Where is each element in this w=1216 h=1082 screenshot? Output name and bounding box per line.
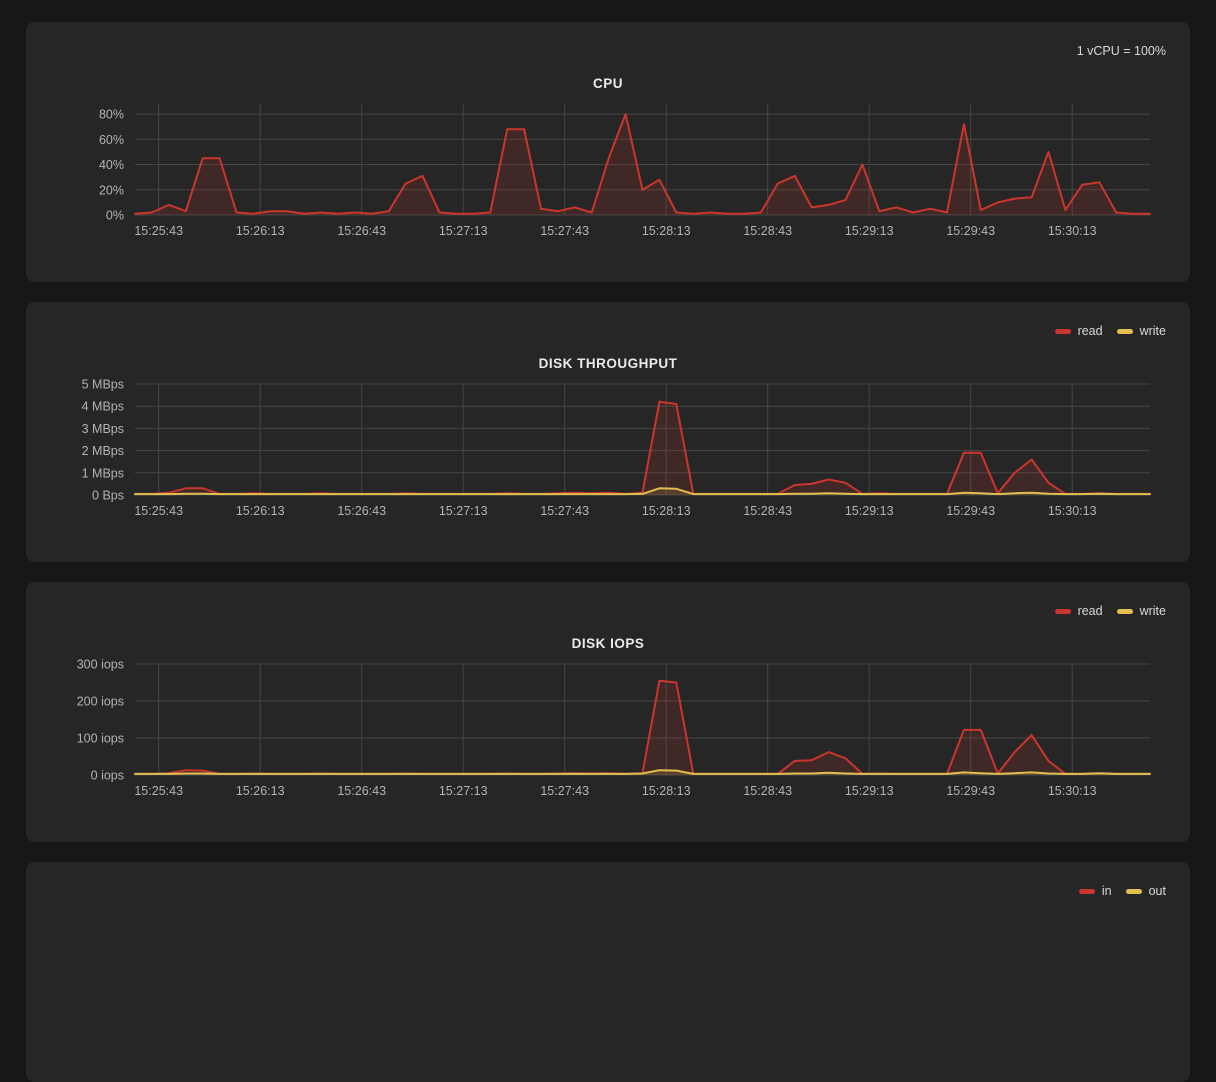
legend-item-read[interactable]: read xyxy=(1054,324,1103,338)
y-axis-label: 1 MBps xyxy=(82,466,124,480)
x-axis-label: 15:26:13 xyxy=(236,504,285,518)
cpu-plot: 15:25:43 15:26:13 15:26:43 15:27:13 15:27:43… xyxy=(99,104,1151,238)
x-axis-label: 15:28:13 xyxy=(642,784,691,798)
disk-iops-plot: 15:25:43 15:26:13 15:26:43 15:27:13 15:27:43… xyxy=(77,658,1151,798)
x-axis-label: 15:27:13 xyxy=(439,784,488,798)
y-axis-label: 5 MBps xyxy=(82,378,124,392)
x-axis-label: 15:29:43 xyxy=(946,504,995,518)
x-axis-label: 15:30:13 xyxy=(1048,504,1097,518)
series-line-write xyxy=(134,769,1151,775)
legend-item-read[interactable]: read xyxy=(1054,604,1103,618)
legend-swatch-write xyxy=(1116,328,1133,334)
network-legend: in out xyxy=(1078,884,1166,898)
y-axis-label: 60% xyxy=(99,133,124,147)
y-axis-label: 0 iops xyxy=(91,769,124,783)
series-area-read xyxy=(135,680,1150,775)
legend-label-out: out xyxy=(1148,884,1166,898)
x-axis-label: 15:29:13 xyxy=(845,224,894,238)
legend-label-read: read xyxy=(1077,604,1103,618)
legend-item-write[interactable]: write xyxy=(1116,604,1166,618)
disk-throughput-legend: read write xyxy=(1054,324,1166,338)
legend-item-in[interactable]: in xyxy=(1078,884,1112,898)
x-axis-label: 15:28:43 xyxy=(743,784,792,798)
y-axis-label: 2 MBps xyxy=(82,444,124,458)
x-axis-label: 15:29:13 xyxy=(845,504,894,518)
y-axis-label: 4 MBps xyxy=(82,400,124,414)
cpu-chart-title: CPU xyxy=(592,76,623,91)
disk-iops-chart-title: DISK IOPS xyxy=(571,636,645,651)
disk-iops-panel: read write DISK IOPS 15:25:43 15:26:13 15:2… xyxy=(26,582,1190,842)
disk-throughput-panel: read write DISK THROUGHPUT 15:25:43 15:26:… xyxy=(26,302,1190,562)
x-axis-label: 15:25:43 xyxy=(134,504,183,518)
disk-throughput-chart-title: DISK THROUGHPUT xyxy=(538,356,678,371)
disk-throughput-chart[interactable]: 15:25:43 15:26:13 15:26:43 15:27:13 15:27:43… xyxy=(26,302,1190,562)
cpu-scale-note: 1 vCPU = 100% xyxy=(1076,44,1166,58)
legend-swatch-in xyxy=(1078,888,1095,894)
y-axis-label: 20% xyxy=(99,183,124,197)
x-axis-label: 15:29:43 xyxy=(946,784,995,798)
legend-label-in: in xyxy=(1101,884,1112,898)
x-axis-label: 15:25:43 xyxy=(134,224,183,238)
y-axis-label: 200 iops xyxy=(77,695,124,709)
series-line-read xyxy=(134,679,1151,775)
y-axis-label: 0% xyxy=(106,209,124,223)
network-panel: in out xyxy=(26,862,1190,1082)
x-axis-label: 15:28:43 xyxy=(743,224,792,238)
x-axis-label: 15:29:43 xyxy=(946,224,995,238)
x-axis-label: 15:27:13 xyxy=(439,224,488,238)
series-line-cpu xyxy=(134,113,1151,215)
x-axis-label: 15:26:43 xyxy=(337,224,386,238)
disk-throughput-plot: 15:25:43 15:26:13 15:26:43 15:27:13 15:27:43… xyxy=(82,378,1151,518)
y-axis-label: 100 iops xyxy=(77,732,124,746)
x-axis-label: 15:26:43 xyxy=(337,784,386,798)
legend-swatch-read xyxy=(1054,328,1071,334)
series-area-cpu xyxy=(135,114,1150,215)
legend-item-out[interactable]: out xyxy=(1125,884,1166,898)
x-axis-label: 15:27:43 xyxy=(540,784,589,798)
legend-item-write[interactable]: write xyxy=(1116,324,1166,338)
x-axis-label: 15:28:43 xyxy=(743,504,792,518)
series-line-write xyxy=(134,487,1151,496)
x-axis-label: 15:26:43 xyxy=(337,504,386,518)
x-axis-label: 15:30:13 xyxy=(1048,224,1097,238)
y-axis-label: 3 MBps xyxy=(82,422,124,436)
x-axis-label: 15:28:13 xyxy=(642,504,691,518)
x-axis-label: 15:25:43 xyxy=(134,784,183,798)
x-axis-label: 15:27:13 xyxy=(439,504,488,518)
legend-label-write: write xyxy=(1139,324,1166,338)
x-axis-label: 15:27:43 xyxy=(540,224,589,238)
y-axis-label: 80% xyxy=(99,108,124,122)
disk-iops-legend: read write xyxy=(1054,604,1166,618)
legend-swatch-read xyxy=(1054,608,1071,614)
cpu-panel: 1 vCPU = 100% CPU 15:25:43 15:26:13 15:26:… xyxy=(26,22,1190,282)
legend-label-read: read xyxy=(1077,324,1103,338)
x-axis-label: 15:27:43 xyxy=(540,504,589,518)
legend-swatch-write xyxy=(1116,608,1133,614)
legend-swatch-out xyxy=(1125,888,1142,894)
x-axis-label: 15:29:13 xyxy=(845,784,894,798)
disk-iops-chart[interactable]: 15:25:43 15:26:13 15:26:43 15:27:13 15:27:43… xyxy=(26,582,1190,842)
y-axis-label: 0 Bps xyxy=(92,489,124,503)
x-axis-label: 15:26:13 xyxy=(236,224,285,238)
x-axis-label: 15:28:13 xyxy=(642,224,691,238)
y-axis-label: 40% xyxy=(99,158,124,172)
cpu-chart[interactable]: 15:25:43 15:26:13 15:26:43 15:27:13 15:27:43… xyxy=(26,22,1190,282)
x-axis-label: 15:30:13 xyxy=(1048,784,1097,798)
y-axis-label: 300 iops xyxy=(77,658,124,672)
series-area-read xyxy=(135,401,1150,495)
series-line-read xyxy=(134,400,1151,495)
x-axis-label: 15:26:13 xyxy=(236,784,285,798)
legend-label-write: write xyxy=(1139,604,1166,618)
